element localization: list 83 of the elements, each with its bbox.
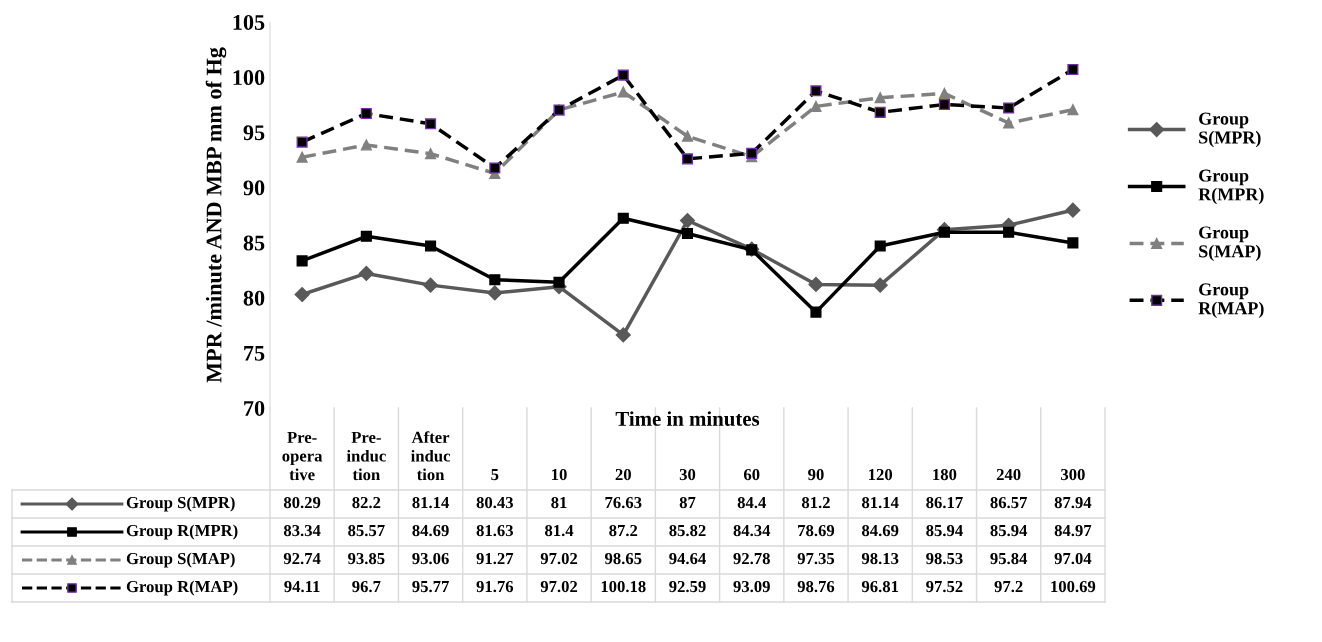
data-label: 92.59 [669, 580, 706, 593]
data-label: 95.77 [412, 580, 449, 593]
data-label: 84.4 [737, 496, 766, 509]
data-label: 92.74 [283, 552, 321, 565]
data-label: 81.4 [545, 524, 574, 537]
y-tick-label: 90 [243, 180, 265, 196]
x-axis-title: Time in minutes [615, 411, 760, 426]
data-label: 81.14 [862, 496, 899, 509]
legend-label: Group S(MPR) [1199, 112, 1261, 148]
x-tick-label: 5 [491, 469, 499, 481]
x-tick-label: 20 [615, 468, 631, 481]
data-label: 97.52 [926, 580, 963, 593]
data-label: 87.2 [609, 524, 638, 537]
y-tick-label: 105 [233, 14, 265, 30]
data-label: 84.69 [412, 524, 449, 537]
x-tick-label: 120 [869, 468, 893, 481]
data-label: 95.84 [990, 552, 1028, 565]
x-tick-label: 180 [933, 468, 957, 481]
data-label: 100.69 [1051, 580, 1096, 593]
y-tick-label: 100 [233, 70, 265, 86]
data-label: 85.94 [926, 524, 963, 537]
data-label: 94.64 [669, 552, 706, 565]
legend-label: Group R(MPR) [1198, 169, 1264, 205]
y-tick-label: 70 [244, 400, 265, 416]
data-label: 84.69 [862, 524, 899, 537]
data-label: 80.43 [476, 496, 513, 509]
data-label: 76.63 [605, 496, 642, 509]
y-tick-label: 75 [244, 346, 265, 361]
x-tick-label: 30 [679, 468, 696, 481]
data-label: 81.63 [476, 524, 513, 537]
data-label: 78.69 [798, 524, 835, 537]
data-label: 97.2 [994, 580, 1023, 593]
y-tick-label: 95 [243, 125, 265, 141]
data-label: 80.29 [283, 496, 321, 509]
data-label: 93.09 [733, 580, 770, 593]
data-label: 91.27 [476, 552, 514, 565]
x-tick-label: 60 [743, 468, 760, 481]
x-tick-label: Pre-induction [346, 431, 386, 481]
x-tick-label: After induction [411, 431, 451, 481]
data-label: 98.76 [797, 580, 835, 593]
data-label: 86.17 [926, 496, 963, 509]
data-label: 85.94 [990, 524, 1028, 537]
data-label: 96.7 [352, 580, 381, 593]
text: Group S(MPR) [126, 496, 235, 512]
data-label: 81.2 [801, 496, 830, 509]
data-label: 94.11 [284, 580, 320, 593]
x-tick-label: Pre-operative [282, 431, 323, 481]
data-label: 100.18 [601, 580, 646, 593]
data-label: 97.04 [1054, 552, 1092, 565]
data-label: 85.82 [669, 524, 706, 537]
x-tick-label: 10 [552, 468, 567, 481]
y-axis-title: MPR /minute AND MBP mm of Hg [205, 47, 227, 383]
data-label: 91.76 [476, 580, 514, 593]
text: Group R(MPR) [126, 524, 238, 540]
text: Group S(MAP) [126, 552, 235, 568]
data-label: 98.13 [861, 552, 899, 565]
text: Group R(MAP) [126, 580, 238, 596]
legend-label: Group S(MAP) [1199, 226, 1261, 262]
data-label: 83.34 [283, 524, 321, 537]
data-label: 92.78 [733, 552, 770, 565]
legend-label: Group R(MAP) [1198, 283, 1264, 319]
x-tick-label: 240 [996, 468, 1021, 481]
data-label: 82.2 [352, 496, 381, 509]
data-label: 84.34 [733, 524, 771, 537]
data-label: 81 [551, 496, 567, 509]
data-label: 81.14 [412, 496, 450, 509]
data-label: 98.65 [604, 552, 642, 565]
data-label: 85.57 [348, 524, 385, 537]
data-label: 97.02 [540, 580, 578, 593]
data-label: 96.81 [861, 580, 899, 593]
y-tick-label: 85 [243, 235, 265, 251]
data-label: 87.94 [1054, 496, 1092, 509]
x-tick-label: 90 [808, 468, 824, 481]
data-label: 87 [679, 496, 696, 509]
data-label: 97.02 [540, 552, 578, 565]
data-label: 93.06 [412, 552, 449, 565]
data-label: 84.97 [1054, 524, 1092, 537]
data-label: 93.85 [348, 552, 385, 565]
data-label: 98.53 [926, 552, 963, 565]
data-label: 86.57 [990, 496, 1027, 509]
y-tick-label: 80 [243, 290, 265, 306]
x-tick-label: 300 [1061, 468, 1085, 481]
data-label: 97.35 [797, 552, 835, 565]
